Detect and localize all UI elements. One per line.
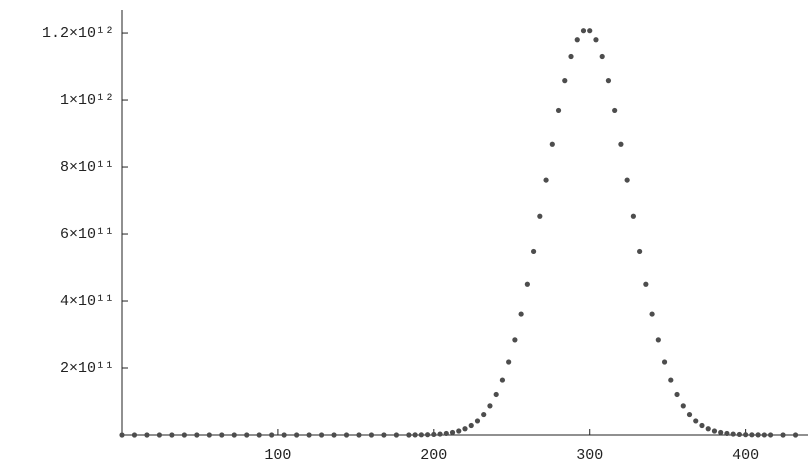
point xyxy=(537,213,543,219)
point xyxy=(711,428,718,434)
point xyxy=(256,432,262,438)
point xyxy=(431,431,437,438)
point xyxy=(269,432,275,438)
point xyxy=(169,432,175,438)
point xyxy=(393,432,399,438)
point xyxy=(674,391,680,398)
x-tick-label: 400 xyxy=(732,447,759,464)
point xyxy=(568,53,574,60)
point xyxy=(343,432,350,438)
point xyxy=(736,431,743,438)
point xyxy=(686,411,693,418)
point xyxy=(580,28,587,34)
point xyxy=(368,432,375,438)
point xyxy=(381,432,387,438)
point xyxy=(156,432,163,438)
point xyxy=(655,337,661,343)
point xyxy=(549,141,555,147)
y-tick-label: 1×10¹² xyxy=(60,92,114,109)
point xyxy=(331,432,337,438)
point xyxy=(587,28,593,34)
point xyxy=(718,429,724,436)
point xyxy=(693,418,699,424)
point xyxy=(356,432,362,438)
point xyxy=(599,53,605,60)
point xyxy=(699,422,705,429)
point xyxy=(605,78,612,84)
y-tick-label: 2×10¹¹ xyxy=(60,360,114,377)
y-tick-label: 8×10¹¹ xyxy=(60,159,114,176)
point xyxy=(780,432,786,438)
point xyxy=(119,432,125,438)
point xyxy=(555,107,562,114)
point xyxy=(181,432,187,438)
y-tick-label: 1.2×10¹² xyxy=(42,25,114,42)
point xyxy=(487,403,493,409)
point xyxy=(231,432,237,438)
point xyxy=(294,432,300,438)
point xyxy=(680,403,686,409)
point xyxy=(668,377,674,383)
point xyxy=(437,431,443,437)
point xyxy=(144,432,150,438)
y-tick-label: 6×10¹¹ xyxy=(60,226,114,243)
point xyxy=(493,391,499,398)
point xyxy=(562,78,568,84)
point xyxy=(462,426,468,432)
point xyxy=(474,418,481,424)
point xyxy=(612,107,618,114)
point xyxy=(318,432,325,438)
point xyxy=(518,311,524,317)
point xyxy=(206,432,212,438)
point xyxy=(574,37,580,43)
point xyxy=(755,432,761,438)
point xyxy=(449,429,456,436)
point xyxy=(743,432,749,438)
point xyxy=(749,432,755,438)
y-tick-label: 4×10¹¹ xyxy=(60,293,114,310)
point xyxy=(705,426,711,432)
point xyxy=(624,177,630,183)
point xyxy=(506,359,512,365)
point xyxy=(593,37,599,43)
point xyxy=(219,432,225,438)
point xyxy=(244,432,250,438)
point xyxy=(637,248,643,255)
x-tick-label: 200 xyxy=(420,447,447,464)
point xyxy=(630,213,636,219)
point xyxy=(792,432,799,438)
point xyxy=(131,432,138,438)
point xyxy=(761,432,767,438)
point xyxy=(512,337,518,343)
point xyxy=(456,428,462,434)
point xyxy=(418,432,424,438)
point xyxy=(724,430,730,437)
point xyxy=(443,430,449,437)
point xyxy=(194,432,200,438)
point xyxy=(661,359,668,365)
point xyxy=(543,177,549,183)
point xyxy=(531,248,537,255)
point xyxy=(424,432,431,438)
point xyxy=(767,432,774,438)
point xyxy=(730,431,736,437)
point xyxy=(481,411,487,418)
point xyxy=(649,311,655,317)
x-tick-label: 300 xyxy=(576,447,603,464)
point xyxy=(618,141,624,147)
point xyxy=(643,281,649,287)
point xyxy=(468,422,474,429)
x-tick-label: 100 xyxy=(264,447,291,464)
point xyxy=(406,432,412,438)
point xyxy=(524,281,530,287)
point xyxy=(281,432,287,438)
point xyxy=(499,377,506,383)
point xyxy=(412,432,418,438)
point xyxy=(306,432,312,438)
